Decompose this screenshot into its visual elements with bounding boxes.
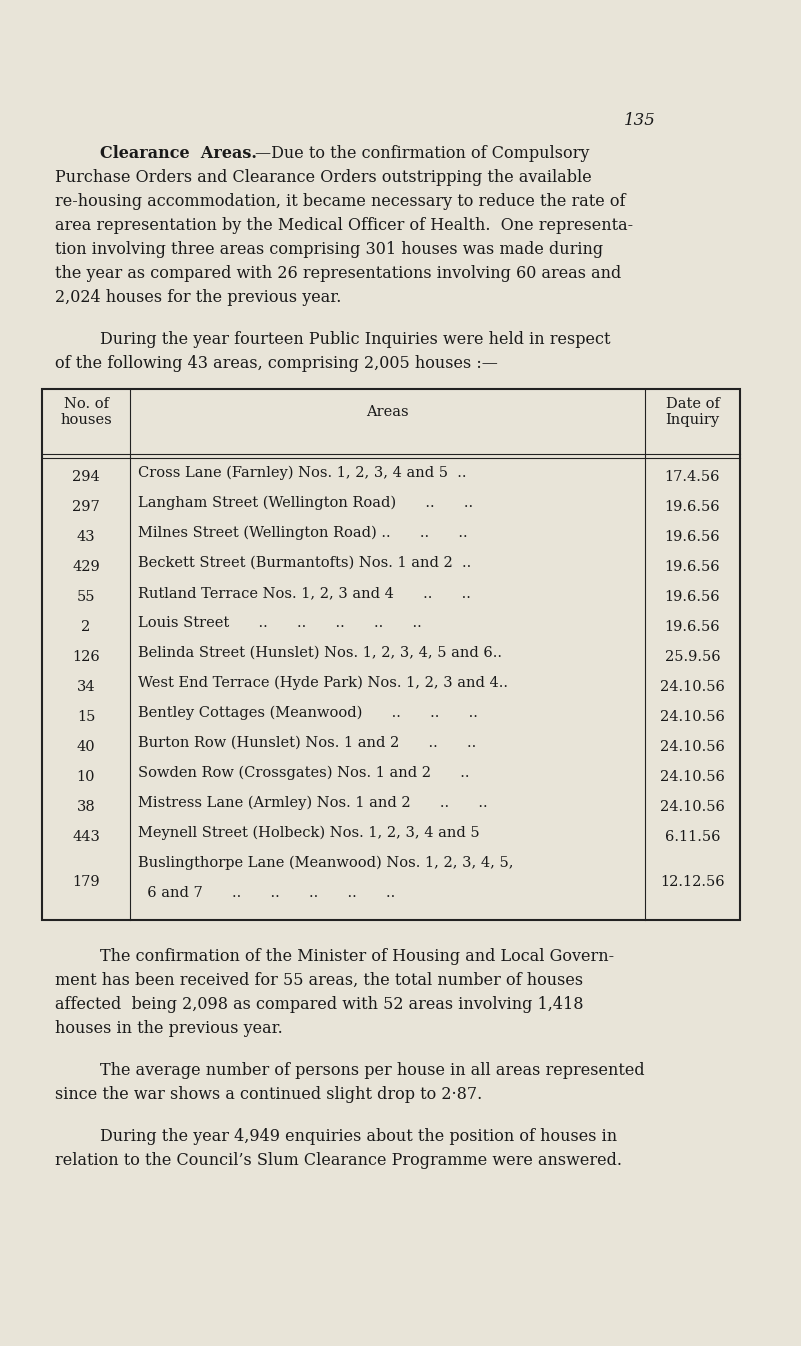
Text: 297: 297 bbox=[72, 499, 100, 514]
Text: affected  being 2,098 as compared with 52 areas involving 1,418: affected being 2,098 as compared with 52… bbox=[55, 996, 583, 1014]
Text: Purchase Orders and Clearance Orders outstripping the available: Purchase Orders and Clearance Orders out… bbox=[55, 170, 592, 186]
Text: relation to the Council’s Slum Clearance Programme were answered.: relation to the Council’s Slum Clearance… bbox=[55, 1152, 622, 1168]
Text: The average number of persons per house in all areas represented: The average number of persons per house … bbox=[100, 1062, 645, 1079]
Text: Milnes Street (Wellington Road) ..  ..  ..: Milnes Street (Wellington Road) .. .. .. bbox=[138, 526, 468, 540]
Text: 179: 179 bbox=[72, 875, 100, 888]
Text: 12.12.56: 12.12.56 bbox=[660, 875, 725, 888]
Text: 17.4.56: 17.4.56 bbox=[665, 470, 720, 485]
Text: 19.6.56: 19.6.56 bbox=[665, 560, 720, 573]
Text: 15: 15 bbox=[77, 709, 95, 724]
Text: 25.9.56: 25.9.56 bbox=[665, 650, 720, 664]
Text: Areas: Areas bbox=[366, 405, 409, 419]
Text: 2: 2 bbox=[82, 621, 91, 634]
Text: Langham Street (Wellington Road)  ..  ..: Langham Street (Wellington Road) .. .. bbox=[138, 495, 473, 510]
Text: —Due to the confirmation of Compulsory: —Due to the confirmation of Compulsory bbox=[255, 145, 590, 162]
Text: re-housing accommodation, it became necessary to reduce the rate of: re-housing accommodation, it became nece… bbox=[55, 192, 626, 210]
Text: Date of: Date of bbox=[666, 397, 719, 411]
Text: 24.10.56: 24.10.56 bbox=[660, 770, 725, 783]
Text: Belinda Street (Hunslet) Nos. 1, 2, 3, 4, 5 and 6..: Belinda Street (Hunslet) Nos. 1, 2, 3, 4… bbox=[138, 646, 502, 660]
Text: 126: 126 bbox=[72, 650, 100, 664]
Text: 40: 40 bbox=[77, 740, 95, 754]
Text: During the year 4,949 enquiries about the position of houses in: During the year 4,949 enquiries about th… bbox=[100, 1128, 617, 1145]
Text: 294: 294 bbox=[72, 470, 100, 485]
Text: 10: 10 bbox=[77, 770, 95, 783]
Text: 429: 429 bbox=[72, 560, 100, 573]
Text: of the following 43 areas, comprising 2,005 houses :—: of the following 43 areas, comprising 2,… bbox=[55, 355, 498, 371]
Text: 6.11.56: 6.11.56 bbox=[665, 830, 720, 844]
Text: Louis Street  ..  ..  ..  ..  ..: Louis Street .. .. .. .. .. bbox=[138, 616, 422, 630]
Text: Inquiry: Inquiry bbox=[666, 413, 719, 427]
Text: 443: 443 bbox=[72, 830, 100, 844]
Text: 24.10.56: 24.10.56 bbox=[660, 800, 725, 814]
Text: 24.10.56: 24.10.56 bbox=[660, 680, 725, 695]
Text: Cross Lane (Farnley) Nos. 1, 2, 3, 4 and 5  ..: Cross Lane (Farnley) Nos. 1, 2, 3, 4 and… bbox=[138, 466, 466, 481]
Text: Meynell Street (Holbeck) Nos. 1, 2, 3, 4 and 5: Meynell Street (Holbeck) Nos. 1, 2, 3, 4… bbox=[138, 826, 480, 840]
Text: 43: 43 bbox=[77, 530, 95, 544]
Text: 24.10.56: 24.10.56 bbox=[660, 709, 725, 724]
Text: 19.6.56: 19.6.56 bbox=[665, 590, 720, 604]
Text: 135: 135 bbox=[624, 112, 656, 129]
Text: West End Terrace (Hyde Park) Nos. 1, 2, 3 and 4..: West End Terrace (Hyde Park) Nos. 1, 2, … bbox=[138, 676, 508, 690]
Text: Mistress Lane (Armley) Nos. 1 and 2  ..  ..: Mistress Lane (Armley) Nos. 1 and 2 .. .… bbox=[138, 795, 488, 810]
Text: tion involving three areas comprising 301 houses was made during: tion involving three areas comprising 30… bbox=[55, 241, 603, 258]
Text: 38: 38 bbox=[77, 800, 95, 814]
Text: Sowden Row (Crossgates) Nos. 1 and 2  ..: Sowden Row (Crossgates) Nos. 1 and 2 .. bbox=[138, 766, 469, 781]
Text: 19.6.56: 19.6.56 bbox=[665, 530, 720, 544]
Text: since the war shows a continued slight drop to 2·87.: since the war shows a continued slight d… bbox=[55, 1086, 482, 1102]
Text: houses in the previous year.: houses in the previous year. bbox=[55, 1020, 283, 1036]
Text: area representation by the Medical Officer of Health.  One representa-: area representation by the Medical Offic… bbox=[55, 217, 633, 234]
Text: Beckett Street (Burmantofts) Nos. 1 and 2  ..: Beckett Street (Burmantofts) Nos. 1 and … bbox=[138, 556, 471, 569]
Text: Buslingthorpe Lane (Meanwood) Nos. 1, 2, 3, 4, 5,: Buslingthorpe Lane (Meanwood) Nos. 1, 2,… bbox=[138, 856, 513, 871]
Text: the year as compared with 26 representations involving 60 areas and: the year as compared with 26 representat… bbox=[55, 265, 622, 283]
Bar bbox=[42, 389, 740, 921]
Text: Burton Row (Hunslet) Nos. 1 and 2  ..  ..: Burton Row (Hunslet) Nos. 1 and 2 .. .. bbox=[138, 736, 477, 750]
Text: 55: 55 bbox=[77, 590, 95, 604]
Text: 2,024 houses for the previous year.: 2,024 houses for the previous year. bbox=[55, 289, 341, 306]
Text: 24.10.56: 24.10.56 bbox=[660, 740, 725, 754]
Text: 19.6.56: 19.6.56 bbox=[665, 621, 720, 634]
Text: The confirmation of the Minister of Housing and Local Govern-: The confirmation of the Minister of Hous… bbox=[100, 948, 614, 965]
Text: No. of: No. of bbox=[63, 397, 108, 411]
Text: 34: 34 bbox=[77, 680, 95, 695]
Text: During the year fourteen Public Inquiries were held in respect: During the year fourteen Public Inquirie… bbox=[100, 331, 610, 349]
Text: houses: houses bbox=[60, 413, 112, 427]
Text: Clearance  Areas.: Clearance Areas. bbox=[100, 145, 257, 162]
Text: Bentley Cottages (Meanwood)  ..  ..  ..: Bentley Cottages (Meanwood) .. .. .. bbox=[138, 707, 478, 720]
Text: Rutland Terrace Nos. 1, 2, 3 and 4  ..  ..: Rutland Terrace Nos. 1, 2, 3 and 4 .. .. bbox=[138, 586, 471, 600]
Text: 6 and 7  ..  ..  ..  ..  ..: 6 and 7 .. .. .. .. .. bbox=[138, 886, 395, 900]
Text: ment has been received for 55 areas, the total number of houses: ment has been received for 55 areas, the… bbox=[55, 972, 583, 989]
Text: 19.6.56: 19.6.56 bbox=[665, 499, 720, 514]
